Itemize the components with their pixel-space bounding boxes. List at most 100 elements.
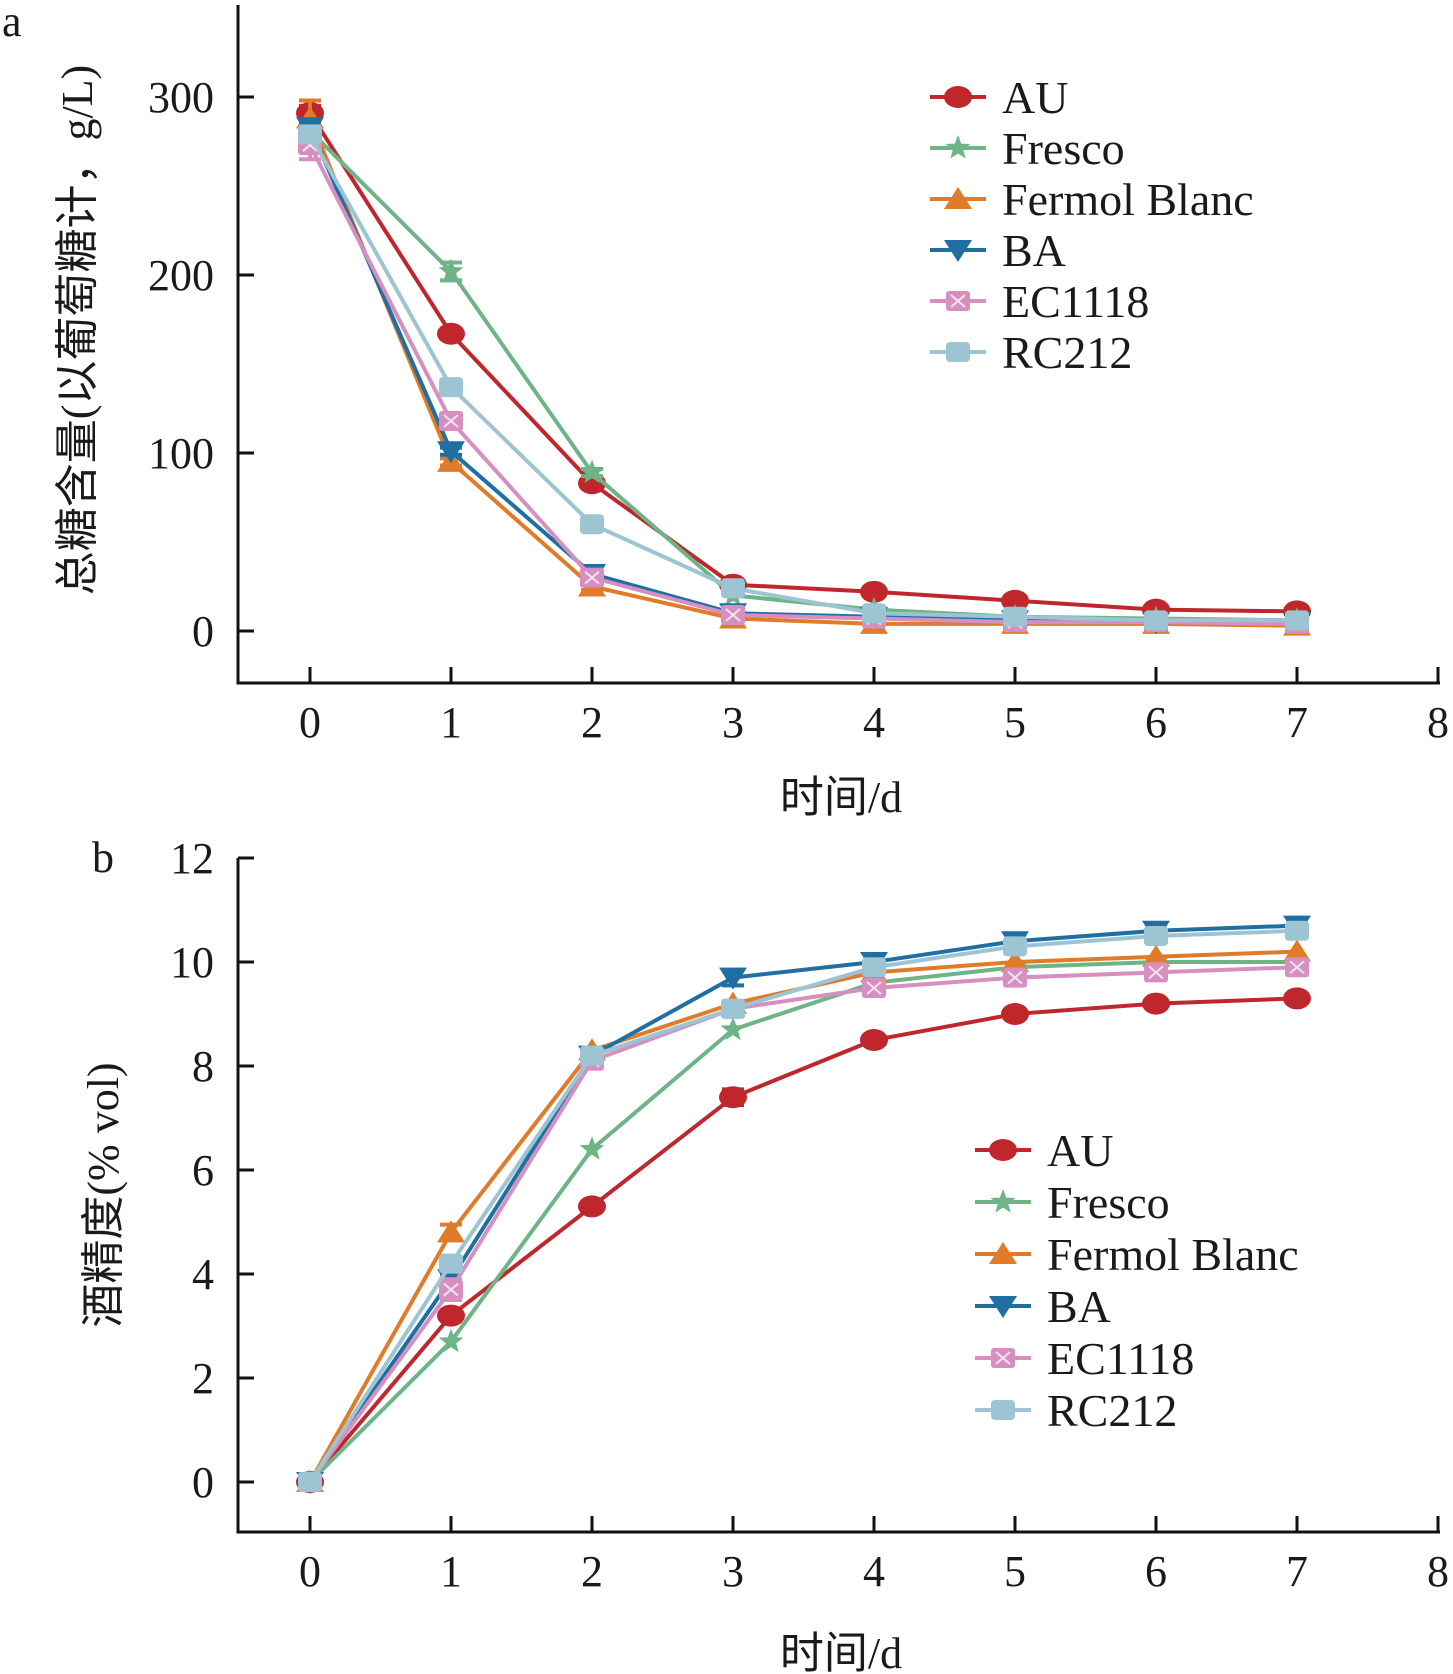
legend-item-au: AU [975,1125,1113,1176]
legend-item-au: AU [930,72,1068,123]
legend-marker-fresco [990,1189,1016,1213]
legend-item-fermol-blanc: Fermol Blanc [930,174,1254,225]
legend-marker-rc212 [946,342,970,362]
series-line-ec1118 [308,965,1298,1484]
legend-label: Fresco [1047,1177,1170,1228]
y-axis-title-a: 总糖含量(以葡萄糖计，g/L) [53,65,102,595]
legend-item-fresco: Fresco [930,123,1125,174]
data-point-rc212 [580,514,604,535]
y-tick-label-b: 2 [192,1354,214,1403]
panel-label-b: b [92,833,114,882]
x-tick-label-a: 5 [1004,698,1026,747]
data-point-au [719,1086,747,1109]
x-tick-label-a: 0 [299,698,321,747]
series-line-ec1118 [308,144,1298,626]
legend-label: AU [1047,1125,1113,1176]
y-tick-label-a: 200 [148,251,214,300]
legend-marker-fermol-blanc [989,1242,1017,1264]
series-line-ba [308,923,1298,1484]
legend-label: AU [1002,72,1068,123]
data-point-rc212 [1003,936,1027,957]
data-point-au [578,1195,606,1218]
legend-label: BA [1047,1281,1111,1332]
x-tick-label-a: 8 [1427,698,1449,747]
data-point-ec1118 [721,604,745,625]
legend-marker-ec1118 [946,291,970,311]
x-axis-title-b: 时间/d [780,1629,902,1674]
data-point-fresco [720,1016,746,1041]
data-point-fresco [438,1328,464,1353]
chart-a: a 总糖含量(以葡萄糖计，g/L) 时间/d 0 100 200 300 0 1 2 3 4 5 6… [2,0,1449,822]
data-point-rc212 [298,124,322,145]
series-line-au [308,996,1298,1484]
legend-item-ba: BA [975,1281,1111,1332]
legend-marker-fresco [945,135,971,159]
data-point-au [1001,589,1029,612]
data-point-rc212 [1144,926,1168,946]
data-point-rc212 [721,998,745,1019]
data-point-rc212 [298,1472,322,1492]
data-point-fermol-blanc [1283,939,1311,962]
data-point-ec1118 [862,978,886,998]
data-point-rc212 [1144,610,1168,631]
y-tick-label-a: 300 [148,73,214,122]
data-point-ba [437,441,465,464]
data-point-rc212 [721,578,745,599]
data-point-ec1118 [1144,962,1168,983]
legend-item-ba: BA [930,225,1066,276]
legend-item-ec1118: EC1118 [930,276,1149,327]
y-tick-label-b: 8 [192,1042,214,1091]
x-tick-label-b: 1 [440,1547,462,1596]
x-tick-label-b: 6 [1145,1547,1167,1596]
series-group-b [296,915,1311,1494]
data-point-fermol-blanc [1001,950,1029,972]
legend-marker-ba [989,1296,1017,1318]
panel-label-a: a [2,0,22,46]
series-au-b [296,987,1311,1493]
legend-label: EC1118 [1047,1333,1194,1384]
data-point-rc212 [862,603,886,624]
data-point-fermol-blanc [1142,944,1170,967]
data-point-ba [719,967,747,990]
data-point-fresco [579,459,605,484]
series-group-a [296,98,1311,636]
y-tick-label-b: 10 [170,938,214,987]
x-tick-label-a: 4 [863,698,885,747]
data-point-au [1142,992,1170,1015]
y-tick-label-b: 0 [192,1458,214,1507]
x-tick-label-a: 2 [581,698,603,747]
data-point-fresco [579,1136,605,1160]
y-tick-label-a: 100 [148,429,214,478]
axes-a: 0 100 200 300 0 1 2 3 4 5 6 7 8 [148,5,1449,747]
y-tick-label-b: 4 [192,1250,214,1299]
legend-label: Fresco [1002,123,1125,174]
x-tick-label-b: 2 [581,1547,603,1596]
x-tick-label-a: 7 [1286,698,1308,747]
legend-marker-au [944,86,972,108]
legend-label: BA [1002,225,1066,276]
data-point-rc212 [580,1045,604,1066]
legend-item-rc212: RC212 [975,1385,1177,1436]
series-line-rc212 [308,928,1298,1484]
legend-marker-ba [944,240,972,262]
series-rc212-a [298,124,1309,631]
legend-label: RC212 [1047,1385,1177,1436]
legend-label: Fermol Blanc [1002,174,1254,225]
data-point-au [437,322,465,345]
data-point-ec1118 [580,567,604,588]
data-point-ec1118 [439,410,463,431]
data-point-au [437,1304,465,1327]
y-tick-label-a: 0 [192,607,214,656]
x-tick-label-a: 3 [722,698,744,747]
data-point-au [860,580,888,603]
x-axis-title-a: 时间/d [780,773,902,822]
legend-marker-ec1118 [991,1348,1015,1368]
y-axis-title-b: 酒精度(% vol) [79,1062,128,1327]
data-point-rc212 [1285,610,1309,631]
y-tick-label-b: 12 [170,834,214,883]
data-point-au [860,1029,888,1051]
data-point-fresco [438,258,464,282]
legend-item-ec1118: EC1118 [975,1333,1194,1384]
